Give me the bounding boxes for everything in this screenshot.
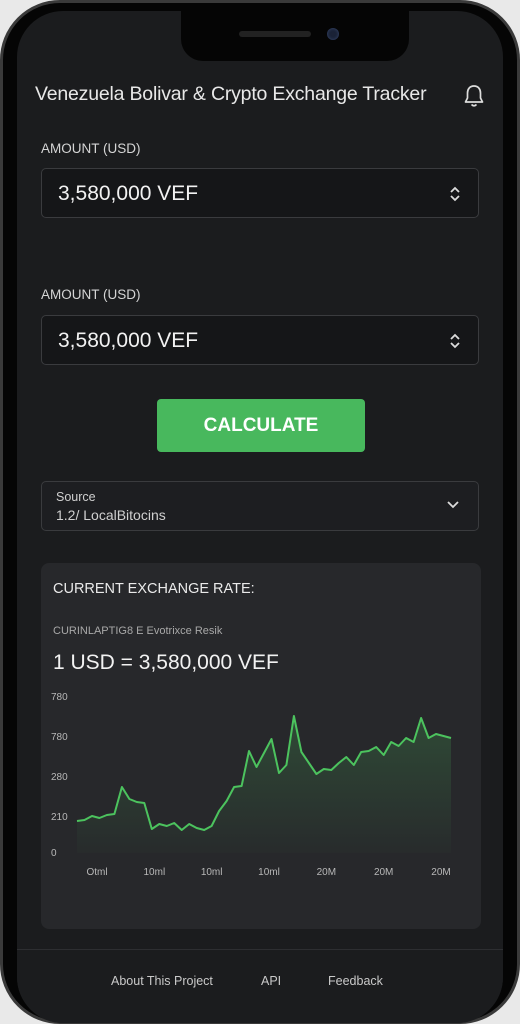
amount-select-2[interactable]: 3,580,000 VEF [41,315,479,365]
amount-value-2: 3,580,000 VEF [58,329,199,352]
amount-value-1: 3,580,000 VEF [58,182,199,205]
calculate-button[interactable]: CALCULATE [157,399,365,452]
amount-label-1: AMOUNT (USD) [41,141,141,156]
rate-subheading: CURINLAPTIG8 E Evotrixce Resik [53,625,223,637]
about-link[interactable]: About This Project [111,974,213,988]
footer: About This Project API Feedback [17,949,503,1023]
source-select[interactable]: Source 1.2/ LocalBitocins [41,481,479,531]
x-tick-label: 10ml [258,867,280,878]
y-tick-label: 210 [51,812,68,823]
notch [181,11,409,61]
x-tick-label: 20M [431,867,450,878]
amount-label-2: AMOUNT (USD) [41,287,141,302]
feedback-link[interactable]: Feedback [328,974,383,988]
source-label: Source [56,490,96,504]
chart-area-fill [77,716,451,853]
exchange-rate-card: CURRENT EXCHANGE RATE: CURINLAPTIG8 E Ev… [41,563,481,929]
chart-series-line [76,715,452,831]
up-down-chevron-icon [450,333,460,349]
x-tick-label: 10ml [201,867,223,878]
rate-heading: CURRENT EXCHANGE RATE: [53,581,255,597]
source-value: 1.2/ LocalBitocins [56,507,166,523]
x-tick-label: 20M [317,867,336,878]
x-tick-label: 20M [374,867,393,878]
app-screen: Venezuela Bolivar & Crypto Exchange Trac… [17,11,503,1023]
exchange-rate-chart: 780 780 280 210 0 Otml 10ml 10ml 10ml 20M 20M 20M [51,692,452,878]
front-camera [327,28,339,40]
speaker-grille [239,31,311,37]
amount-select-1[interactable]: 3,580,000 VEF [41,168,479,218]
y-tick-label: 780 [51,732,68,743]
chevron-down-icon [447,501,459,509]
rate-value: 1 USD = 3,580,000 VEF [53,651,279,674]
api-link[interactable]: API [261,974,282,988]
x-tick-label: 10ml [143,867,165,878]
bell-icon[interactable] [461,83,487,109]
y-tick-label: 0 [51,848,57,859]
y-tick-label: 280 [51,772,68,783]
y-tick-label: 780 [51,692,68,703]
up-down-chevron-icon [450,186,460,202]
x-tick-label: Otml [86,867,107,878]
page-title: Venezuela Bolivar & Crypto Exchange Trac… [35,83,427,105]
